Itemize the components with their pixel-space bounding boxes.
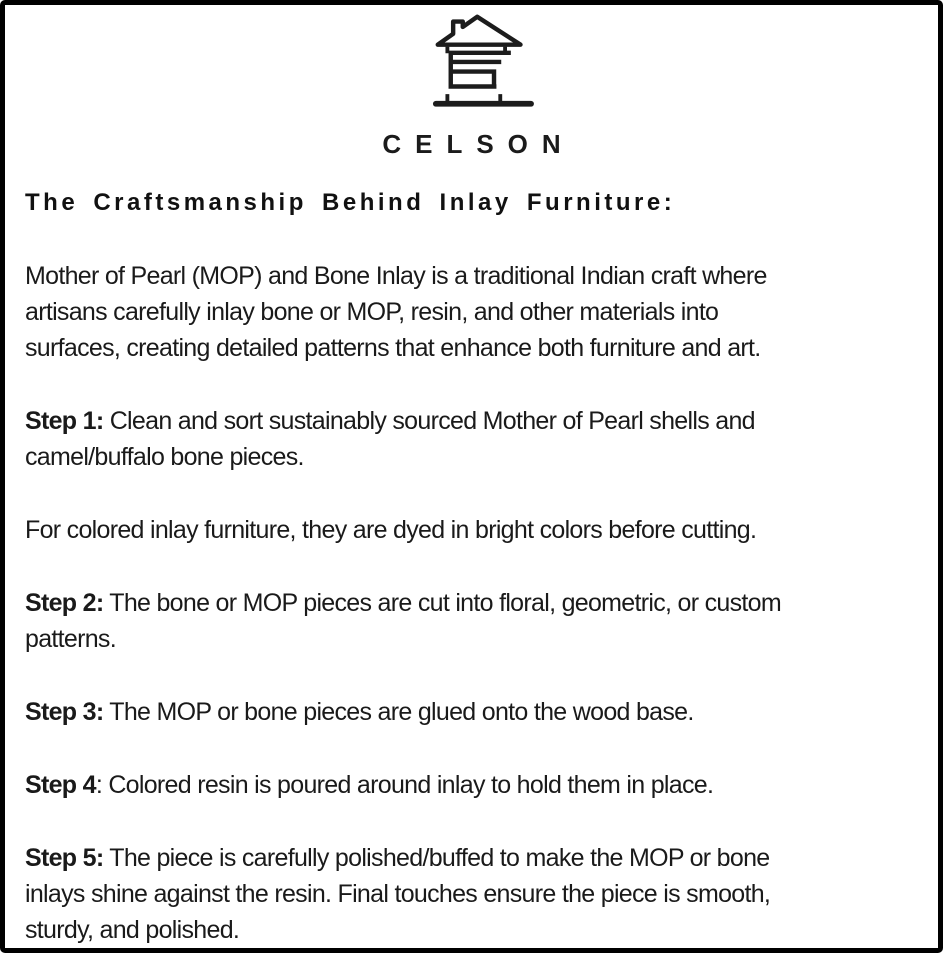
house-with-s-monogram-icon — [432, 14, 534, 107]
brand-logo — [35, 11, 928, 111]
paragraph-text: The bone or MOP pieces are cut into flor… — [25, 589, 782, 653]
step-1-paragraph: Step 1: Clean and sort sustainably sourc… — [25, 403, 918, 475]
step-label: Step 2: — [25, 589, 104, 617]
step-2-paragraph: Step 2: The bone or MOP pieces are cut i… — [25, 585, 918, 657]
brand-wordmark: CELSON — [382, 129, 575, 159]
paragraph-text: Mother of Pearl (MOP) and Bone Inlay is … — [25, 262, 767, 362]
roof-icon — [435, 14, 523, 47]
step-label: Step 5: — [25, 844, 104, 872]
step-label: Step 1: — [25, 407, 104, 435]
paragraph-text: For colored inlay furniture, they are dy… — [25, 516, 757, 544]
step-5-paragraph: Step 5: The piece is carefully polished/… — [25, 840, 918, 948]
colored-inlay-paragraph: For colored inlay furniture, they are dy… — [25, 512, 918, 548]
base-ticks-icon — [444, 94, 502, 102]
paragraph-text: The MOP or bone pieces are glued onto th… — [103, 698, 694, 726]
s-monogram-icon — [448, 50, 511, 89]
paragraph-text: Clean and sort sustainably sourced Mothe… — [25, 407, 756, 471]
step-label: Step 3: — [25, 698, 104, 726]
article-body: Mother of Pearl (MOP) and Bone Inlay is … — [25, 258, 918, 948]
step-3-paragraph: Step 3: The MOP or bone pieces are glued… — [25, 694, 918, 730]
page-title: The Craftsmanship Behind Inlay Furniture… — [25, 189, 676, 216]
step-4-paragraph: Step 4: Colored resin is poured around i… — [25, 767, 918, 803]
paragraph-text: : Colored resin is poured around inlay t… — [95, 771, 714, 799]
intro-paragraph: Mother of Pearl (MOP) and Bone Inlay is … — [25, 258, 918, 366]
step-label: Step 4 — [25, 771, 97, 799]
paragraph-text: The piece is carefully polished/buffed t… — [25, 844, 771, 944]
